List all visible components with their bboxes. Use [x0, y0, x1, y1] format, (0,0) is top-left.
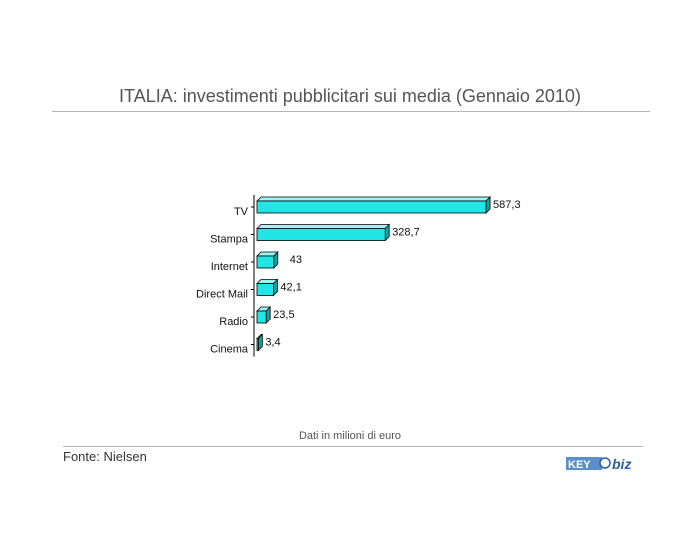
value-label-direct-mail: 42,1: [280, 282, 301, 294]
value-label-radio: 23,5: [273, 309, 294, 321]
value-label-stampa: 328,7: [392, 227, 420, 239]
bar-radio: [256, 310, 267, 324]
category-label-stampa: Stampa: [210, 234, 249, 246]
title-divider: [52, 111, 650, 112]
source-label: Fonte: Nielsen: [63, 449, 147, 464]
bar-tv: [256, 200, 487, 214]
key4biz-logo: KEY biz: [566, 456, 631, 472]
bar-internet: [256, 255, 275, 269]
footer-divider: [63, 446, 643, 447]
chart-title: ITALIA: investimenti pubblicitari sui me…: [119, 86, 581, 106]
category-label-tv: TV: [234, 206, 249, 218]
logo-key-block: [566, 457, 602, 470]
bar-top-stampa: [256, 224, 391, 229]
value-label-internet: 43: [290, 254, 302, 266]
value-label-tv: 587,3: [493, 199, 521, 211]
units-note: Dati in milioni di euro: [298, 430, 402, 442]
category-label-direct-mail: Direct Mail: [196, 289, 248, 301]
category-label-internet: Internet: [211, 261, 248, 273]
logo-biz-text: biz: [612, 456, 631, 472]
bar-cinema: [256, 338, 259, 351]
value-label-cinema: 3,4: [265, 337, 280, 349]
logo-4-circle: [599, 457, 611, 469]
bar-stampa: [256, 228, 386, 241]
bar-direct-mail: [256, 283, 274, 296]
category-label-cinema: Cinema: [210, 344, 249, 356]
category-label-radio: Radio: [219, 316, 248, 328]
bar-top-tv: [256, 196, 492, 202]
logo-key-text: KEY: [568, 459, 591, 471]
